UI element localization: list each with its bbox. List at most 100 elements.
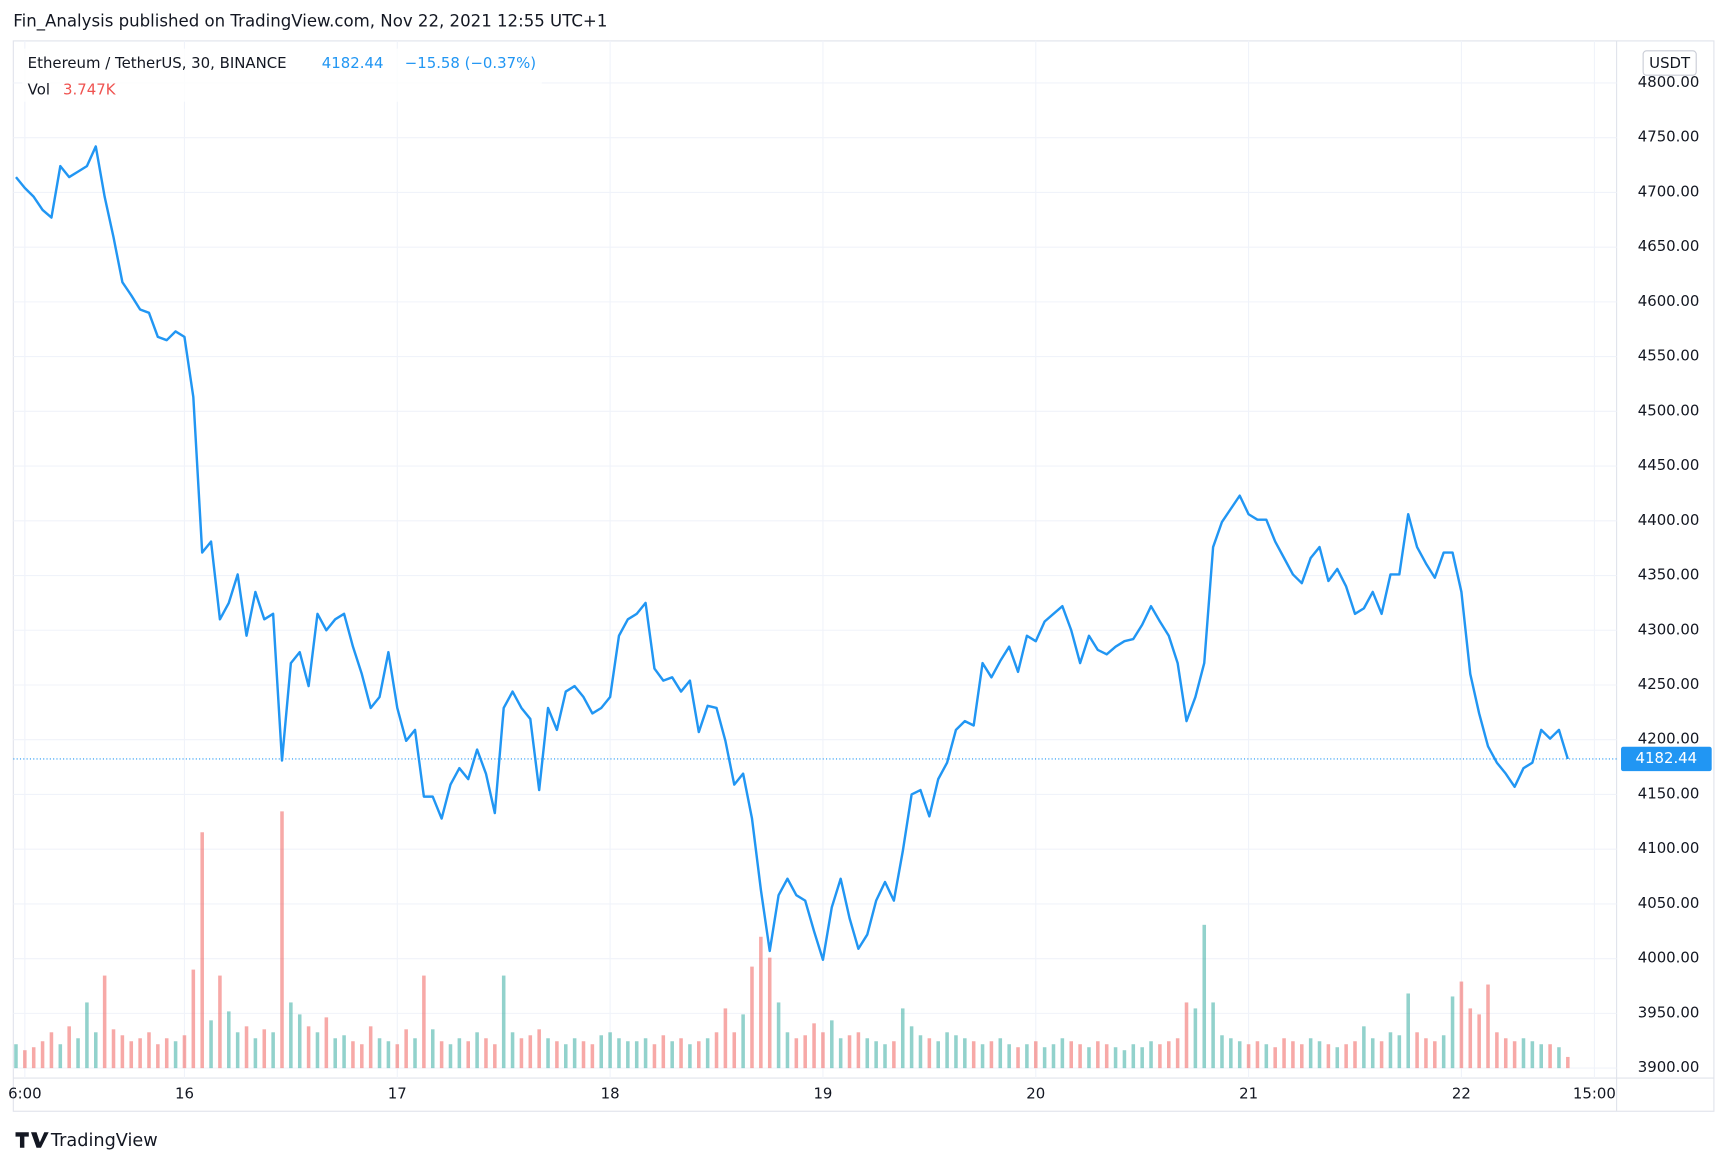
volume-bar: [608, 1032, 612, 1069]
volume-bar: [386, 1041, 391, 1069]
volume-bar: [634, 1041, 639, 1069]
volume-bar: [289, 1002, 293, 1069]
volume-bar: [1353, 1041, 1357, 1069]
volume-bar: [510, 1032, 515, 1069]
price-line: [15, 145, 1569, 961]
volume-bar: [1149, 1041, 1153, 1069]
x-tick-label: 17: [388, 1085, 407, 1103]
volume-bar: [1131, 1044, 1136, 1069]
volume-bar: [395, 1044, 400, 1069]
volume-bar: [954, 1035, 958, 1069]
volume-bar: [1167, 1041, 1171, 1069]
volume-bar: [794, 1038, 799, 1069]
volume-bar: [102, 975, 107, 1069]
volume-bar: [838, 1038, 843, 1069]
volume-bar: [1069, 1041, 1074, 1069]
volume-bar: [590, 1044, 595, 1069]
volume-bar: [892, 1041, 896, 1069]
volume-bar: [235, 1032, 240, 1069]
volume-bar: [1441, 1035, 1446, 1069]
x-tick-label: 15:00: [1573, 1085, 1616, 1103]
volume-bar: [1397, 1035, 1402, 1069]
volume-bar: [501, 975, 506, 1069]
price-line-group: [13, 145, 1617, 961]
volume-bar: [697, 1041, 701, 1069]
volume-bar: [670, 1041, 674, 1069]
y-tick-label: 4700.00: [1638, 182, 1700, 200]
volume-bar: [865, 1038, 870, 1069]
logo-text: TradingView: [50, 1131, 158, 1151]
volume-bar: [927, 1038, 932, 1069]
logo-icon: [15, 1132, 49, 1148]
last-price-box: [1621, 746, 1712, 772]
x-tick-label: 16: [175, 1085, 194, 1103]
volume-bar: [1007, 1044, 1011, 1069]
byline: Fin_Analysis published on TradingView.co…: [13, 12, 607, 32]
volume-bar: [49, 1032, 54, 1069]
volume-bar: [1362, 1026, 1366, 1069]
volume-bar: [1193, 1008, 1198, 1069]
volume-bar: [1566, 1056, 1570, 1069]
y-tick-label: 4400.00: [1638, 511, 1700, 529]
y-tick-label: 4200.00: [1638, 730, 1700, 748]
volume-bar: [785, 1032, 790, 1069]
volume-bar: [767, 957, 772, 1069]
volume-bar: [164, 1038, 169, 1069]
volume-bar: [1220, 1035, 1224, 1069]
x-tick-label: 19: [813, 1085, 832, 1103]
volume-bar: [1317, 1041, 1322, 1069]
volume-bar: [546, 1038, 550, 1069]
y-tick-label: 4250.00: [1638, 675, 1700, 693]
grid: [13, 40, 1617, 1079]
y-tick-label: 4150.00: [1638, 784, 1700, 802]
volume-bar: [918, 1035, 923, 1069]
volume-bar: [1078, 1044, 1082, 1069]
volume-bar: [1025, 1044, 1029, 1069]
volume-bar: [821, 1032, 825, 1069]
x-tick-label: 21: [1239, 1085, 1258, 1103]
symbol: Ethereum / TetherUS, 30, BINANCE: [28, 54, 287, 72]
volume-bar: [732, 1032, 737, 1069]
volume-bar: [1459, 981, 1464, 1069]
volume-bar: [484, 1038, 488, 1069]
volume-bar: [191, 969, 196, 1069]
volume-bar: [315, 1032, 320, 1069]
volume-bar: [1433, 1041, 1437, 1069]
volume-bar: [1548, 1044, 1552, 1069]
volume-bar: [280, 811, 284, 1069]
volume-bar: [1415, 1032, 1419, 1069]
volume-bar: [200, 832, 204, 1069]
unit-box[interactable]: [1642, 50, 1697, 76]
volume-bar: [94, 1032, 98, 1069]
volume-bar: [1042, 1047, 1047, 1069]
volume-bar: [209, 1020, 213, 1069]
volume-bar: [750, 966, 754, 1069]
volume-bar: [714, 1032, 719, 1069]
volume-bar: [617, 1038, 621, 1069]
volume-bar: [271, 1032, 275, 1069]
volume-bar: [67, 1026, 71, 1069]
volume-bar: [564, 1044, 568, 1069]
volume-bar: [643, 1038, 648, 1069]
volume-bar: [404, 1029, 408, 1069]
volume-bar: [1175, 1038, 1180, 1069]
volume-bar: [555, 1041, 559, 1069]
volume-bar: [652, 1044, 657, 1069]
volume-bar: [971, 1041, 976, 1069]
volume-bar: [111, 1029, 116, 1069]
y-tick-label: 4350.00: [1638, 566, 1700, 584]
y-tick-label: 3950.00: [1638, 1003, 1700, 1021]
volume-bar: [422, 975, 426, 1069]
volume-bar: [14, 1044, 18, 1069]
volume-bar: [1424, 1038, 1428, 1069]
last-price: 4182.44: [322, 54, 384, 72]
volume-bar: [333, 1038, 337, 1069]
volume-bar: [227, 1011, 231, 1069]
volume-bar: [1495, 1032, 1499, 1069]
volume-bar: [342, 1035, 346, 1069]
y-tick-label: 4500.00: [1638, 401, 1700, 419]
volume-bar: [76, 1038, 80, 1069]
volume-bar: [306, 1026, 311, 1069]
volume-bar: [537, 1029, 541, 1069]
